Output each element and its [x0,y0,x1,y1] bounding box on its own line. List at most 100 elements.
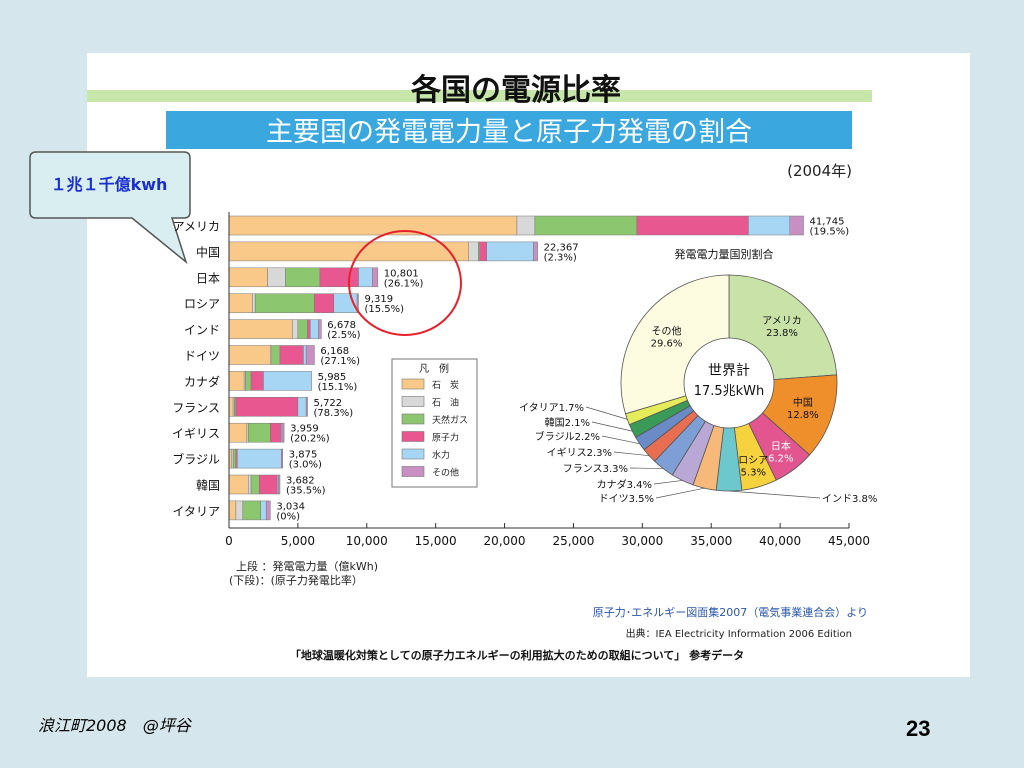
x-tick-label: 30,000 [621,534,663,548]
bar-segment [789,215,804,236]
bar-nuclear-label: (19.5%) [810,227,850,238]
x-tick-label: 0 [225,534,233,548]
bar-total-label: 5,985 [318,372,347,383]
category-label: ロシア [184,297,220,311]
pie-outer-label: フランス3.3% [563,463,628,475]
legend-label: 石 炭 [432,380,459,391]
legend-title: 凡 例 [419,362,449,375]
bar-segment [228,267,268,288]
bar-segment [228,397,234,417]
category-label: ドイツ [184,349,220,363]
legend-label: 水力 [432,449,450,461]
bar-segment [235,397,299,417]
category-label: カナダ [184,374,220,389]
bar-segment [228,293,253,313]
legend-swatch [401,466,425,477]
source-line-1: 原子力･エネルギー図面集2007（電気事業連合会）より [593,605,868,619]
bar-segment [468,241,479,262]
bar-chart: アメリカ 41,745(19.5%)中国 22,367(2.3%)日本 10,801(… [172,212,870,548]
bottom-note: 「地球温暖化対策としての原子力エネルギーの利用拡大のための取組について」 参考デ… [290,648,744,662]
legend-swatch [401,448,425,460]
bar-segment [314,293,334,313]
bar-segment [228,422,248,443]
pie-title: 発電電力量国別割合 [675,247,774,261]
banner-text: 主要国の発電電力量と原子力発電の割合 [266,117,752,148]
category-label: 韓国 [196,479,220,493]
x-tick-label: 5,000 [281,534,315,548]
pie-leader-line [601,435,640,445]
axis-note-1: 上段 ：発電電力量（億kWh) [236,559,378,573]
bar-segment [358,267,373,288]
highlight-circle [348,230,462,336]
callout-text: １兆１千億kwh [51,175,168,194]
bar-total-label: 22,367 [544,242,579,253]
pie-slice-label: 日本 [771,440,791,453]
category-label: 中国 [196,244,220,259]
callout-bubble [29,151,191,265]
bar-segment [372,267,379,288]
bar-nuclear-label: (0%) [276,511,300,522]
bar-segment [479,241,487,262]
bar-segment [516,215,536,236]
pie-leader-line [728,490,821,499]
pie-leader-line [629,467,664,469]
bar-segment [305,397,308,417]
pie-leader-line [585,406,628,420]
bar-segment [319,267,359,288]
category-label: フランス [172,401,220,415]
pie-leader-line [613,451,650,457]
pie-slice-label: アメリカ [762,315,802,327]
bar-segment [310,319,319,339]
bar-segment [285,267,321,288]
bar-segment [235,500,244,521]
pie-center-hole [683,337,775,429]
x-tick-label: 40,000 [759,534,801,548]
pie-slice-value: 6.2% [768,454,793,465]
bar-segment [232,448,237,469]
bar-total-label: 5,722 [314,398,343,409]
footer-author: 浪江町2008 @坪谷 [38,716,191,735]
legend-swatch [401,378,425,390]
bar-segment [228,474,249,495]
x-tick-label: 25,000 [552,534,594,548]
x-tick-label: 10,000 [346,534,388,548]
pie-leader-line [591,421,633,432]
bar-segment [271,345,281,365]
bar-segment [534,215,638,236]
bar-segment [250,474,260,495]
bar-total-label: 9,319 [365,294,394,305]
bar-nuclear-label: (3.0%) [289,460,322,471]
bar-segment [486,241,534,262]
bar-nuclear-label: (2.5%) [327,330,360,341]
category-label: 日本 [196,271,220,285]
bar-nuclear-label: (2.3%) [544,252,577,263]
bar-segment [297,397,307,417]
bar-segment [533,241,538,262]
year-label: (2004年) [787,162,852,180]
bar-segment [748,215,791,236]
bar-segment [242,500,261,521]
bar-total-label: 41,745 [810,217,845,228]
bar-segment [636,215,749,236]
bar-segment [252,293,256,313]
bar-segment [267,267,286,288]
page-number: 23 [906,716,931,741]
source-line-2: 出典：IEA Electricity Information 2006 Edit… [626,627,852,640]
bar-total-label: 3,875 [289,450,318,461]
bar-segment [279,345,304,365]
bar-segment [303,345,307,365]
pie-slice-value: 12.8% [787,410,819,421]
pie-outer-label: イギリス2.3% [547,447,612,459]
category-label: インド [184,323,220,337]
bar-nuclear-label: (78.3%) [314,408,354,419]
category-label: イタリア [172,504,220,518]
pie-outer-label: ブラジル2.2% [535,430,600,443]
axis-note-2: (下段)：(原子力発電比率） [229,573,363,587]
bar-segment [228,241,469,262]
bar-segment [305,345,315,365]
pie-center-label-1: 世界計 [708,363,750,379]
bar-segment [307,319,311,339]
